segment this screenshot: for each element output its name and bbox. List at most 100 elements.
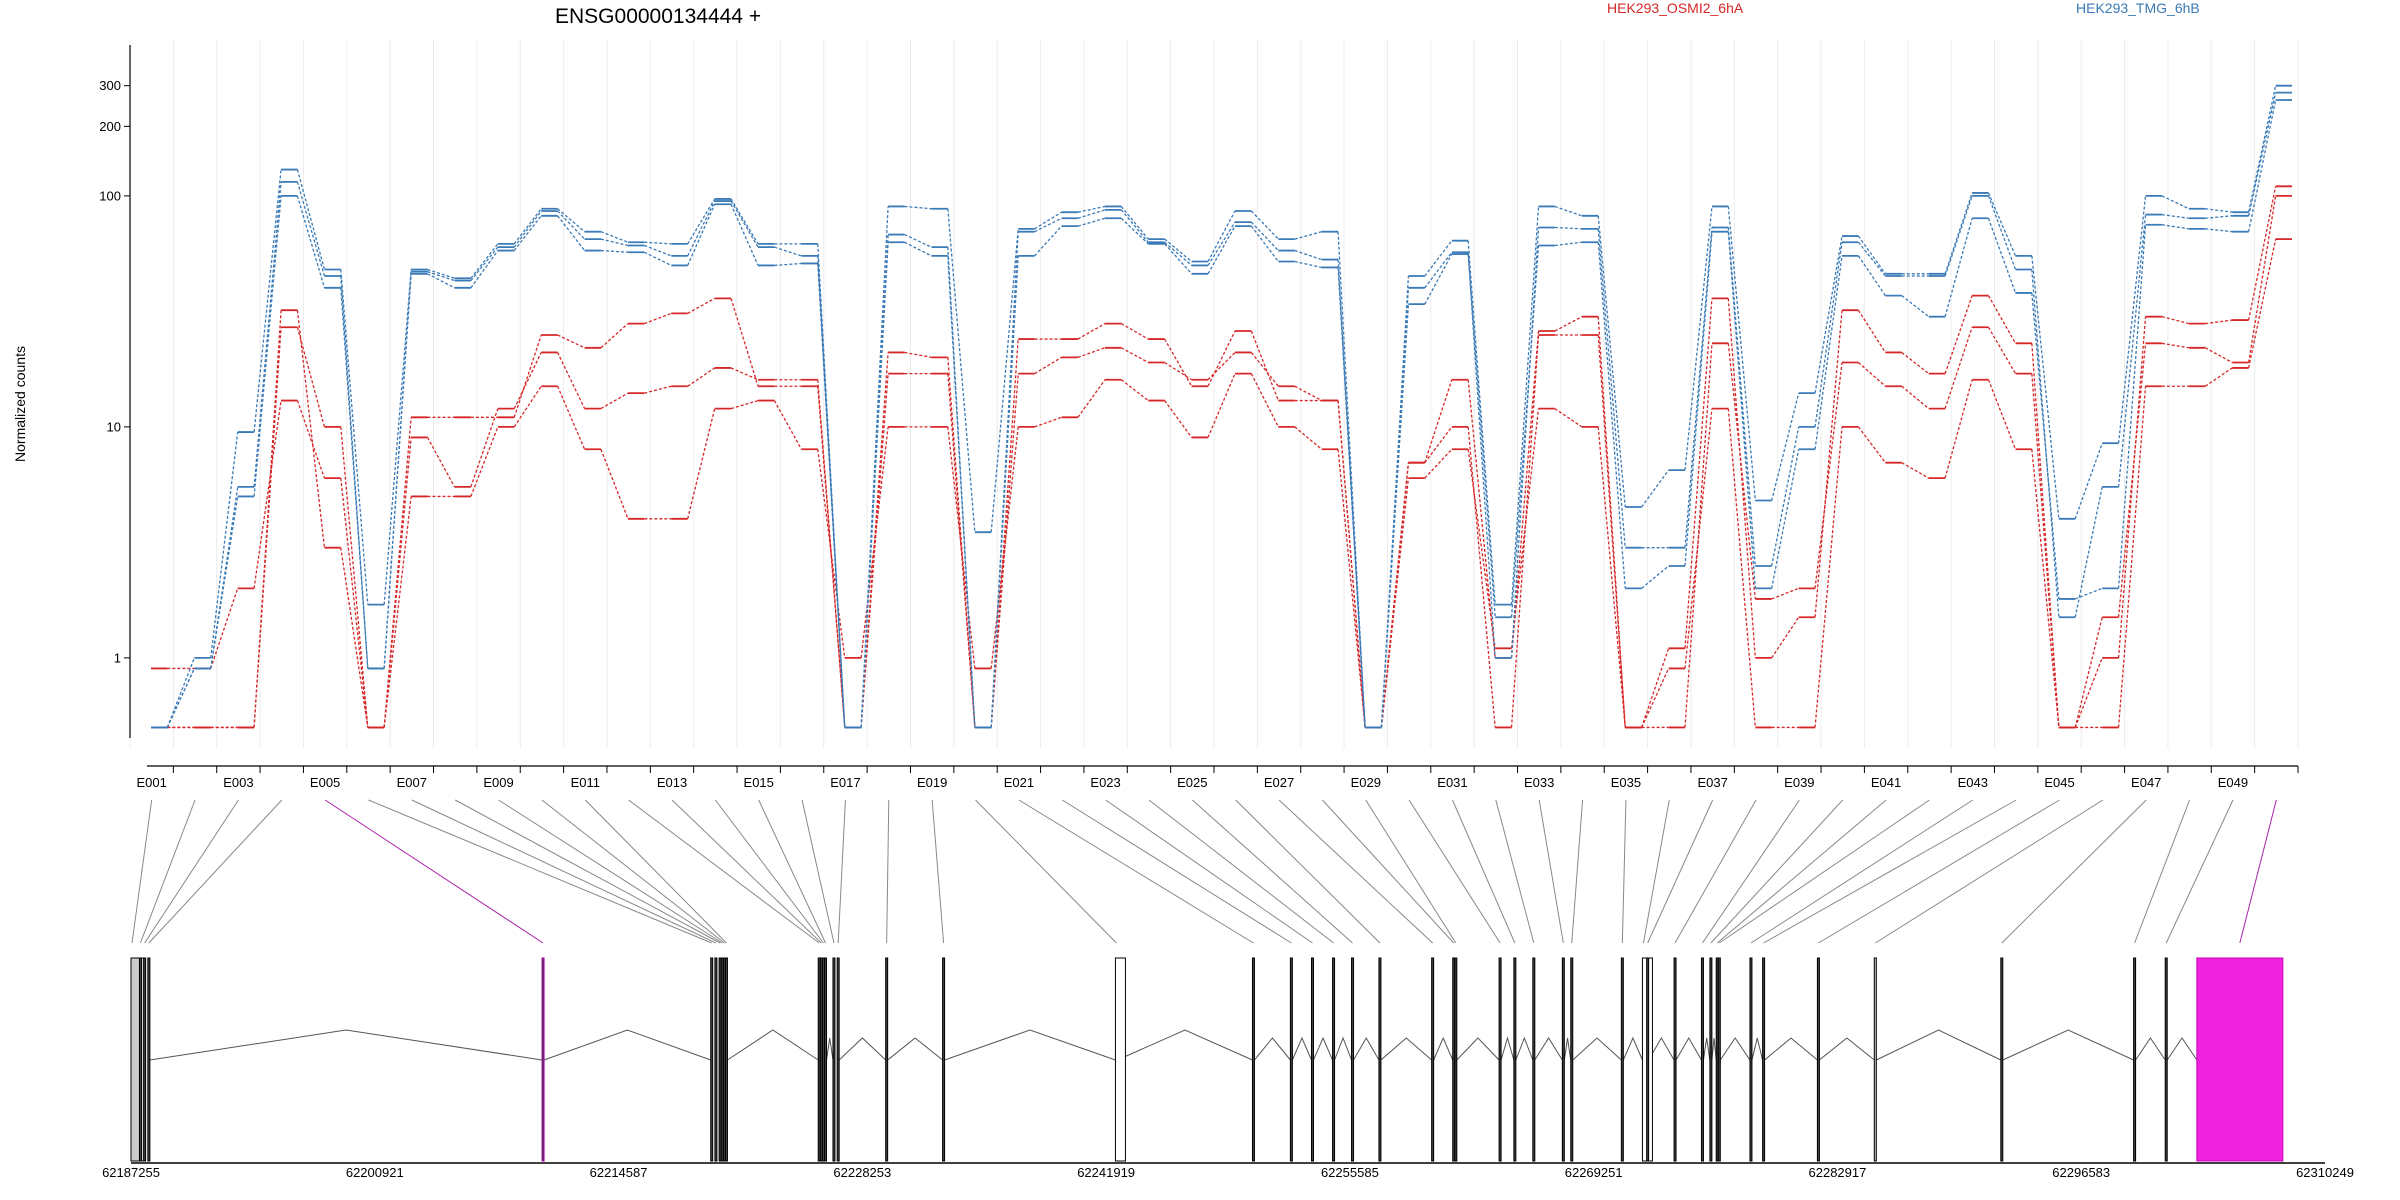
exon-box-E016 <box>832 957 836 1162</box>
series-2-link <box>687 367 716 387</box>
series-3-link <box>557 334 585 349</box>
series-6-link <box>2031 255 2060 519</box>
exon-box-E046 <box>1873 957 1877 1162</box>
y-tick-label: 1 <box>114 650 121 665</box>
series-1-link <box>687 408 716 519</box>
series-6-link <box>1164 238 1193 262</box>
series-1-link <box>600 449 629 520</box>
exon-box-E003 <box>143 957 147 1162</box>
series-5-link <box>730 200 759 248</box>
series-4-link <box>947 255 976 728</box>
series-6-link <box>730 198 759 245</box>
series-3-link <box>1554 316 1583 332</box>
series-3-link <box>253 310 282 728</box>
series-3-link <box>1727 298 1756 658</box>
series-2-link <box>990 373 1019 728</box>
series-1-link <box>1424 448 1453 479</box>
series-6-link <box>904 205 932 210</box>
exon-box-E031 <box>1513 957 1517 1162</box>
x-tick-label: E007 <box>397 775 427 790</box>
exon-box-E004 <box>147 957 151 1162</box>
series-4-link <box>1554 241 1582 247</box>
intron-line <box>1572 1037 1622 1061</box>
series-5-link <box>1294 249 1322 261</box>
series-4-link <box>774 262 802 267</box>
exon-connector <box>1763 799 2017 944</box>
exon-box-E045 <box>1816 957 1820 1162</box>
series-2-link <box>817 379 846 728</box>
series-4-link <box>1034 225 1063 257</box>
series-6-link <box>644 241 672 245</box>
series-3-link <box>817 386 846 728</box>
exon-connector <box>1191 799 1353 944</box>
series-5-link <box>1467 252 1496 658</box>
exon-connector <box>1235 799 1381 944</box>
series-2-link <box>1294 385 1323 402</box>
exon-box-E001 <box>130 957 146 1162</box>
series-5-link <box>1337 259 1366 728</box>
series-2-link <box>1337 400 1366 728</box>
exon-connector <box>2165 799 2234 944</box>
series-2-link <box>2074 617 2103 728</box>
exon-connector <box>931 799 945 944</box>
series-2-link <box>340 426 369 728</box>
intron-line <box>1515 1036 1534 1061</box>
exon-box-E037 <box>1646 957 1650 1162</box>
exon-box-E023 <box>1310 957 1314 1162</box>
series-5-link <box>1684 227 1713 548</box>
exon-connector <box>2001 799 2147 944</box>
exon-box-E024 <box>1332 957 1336 1162</box>
exon-connector <box>1061 799 1292 944</box>
series-5-link <box>1857 241 1886 277</box>
series-6-link <box>1857 235 1886 275</box>
series-1-link <box>1294 426 1323 450</box>
series-3-link <box>990 339 1019 728</box>
exon-box-E044 <box>1762 957 1766 1162</box>
series-5-link <box>2161 213 2190 219</box>
series-3-link <box>1510 330 1540 658</box>
series-5-link <box>2117 214 2147 487</box>
x-tick-label: E025 <box>1177 775 1207 790</box>
series-3-link <box>1944 295 1973 374</box>
series-1-link <box>1337 449 1366 728</box>
exon-connector <box>1105 799 1313 944</box>
intron-line <box>1719 1037 1751 1061</box>
series-6-link <box>513 208 542 245</box>
legend-label-osmi2[interactable]: HEK293_OSMI2_6hA <box>1607 0 1744 16</box>
series-5-link <box>2031 269 2060 618</box>
series-6-link <box>1294 231 1322 240</box>
exon-connector <box>1495 799 1535 944</box>
series-2-link <box>644 385 672 394</box>
intron-line <box>1876 1029 2002 1061</box>
series-3-link <box>1684 298 1713 649</box>
series-3-link <box>2074 657 2103 728</box>
series-5-link <box>1077 209 1106 219</box>
series-6-link <box>947 208 976 533</box>
series-6-link <box>2205 208 2233 213</box>
intron-line <box>826 1037 834 1061</box>
series-4-link <box>296 195 326 288</box>
x-axis: E001 E003 E005 E007 E009 E011 E013 E015 E017 E019… <box>136 765 2299 790</box>
intron-line <box>1500 1036 1515 1061</box>
series-5-link <box>2205 215 2233 219</box>
exon-box-E006 <box>710 957 714 1162</box>
genome-coordinate-label: 62214587 <box>590 1165 648 1180</box>
series-2-link <box>1684 343 1713 728</box>
series-2-link <box>1901 385 1930 410</box>
series-6-link <box>253 169 282 433</box>
series-6-link <box>1727 206 1756 501</box>
series-1-link <box>730 399 759 410</box>
legend-label-tmg[interactable]: HEK293_TMG_6hB <box>2076 0 2200 16</box>
genome-coordinate-axis: 62187255 62200921 62214587 62228253 62241919… <box>102 1165 2354 1180</box>
series-3-link <box>2031 343 2060 728</box>
series-5-link <box>1554 226 1582 230</box>
series-3-link <box>1857 309 1886 353</box>
series-6-link <box>1467 240 1496 605</box>
intron-line <box>1563 1037 1572 1061</box>
series-1-link <box>470 426 499 497</box>
exon-connector <box>1408 799 1501 944</box>
series-4-link <box>210 496 239 669</box>
exon-connector <box>1148 799 1334 944</box>
exon-connector <box>541 799 725 944</box>
